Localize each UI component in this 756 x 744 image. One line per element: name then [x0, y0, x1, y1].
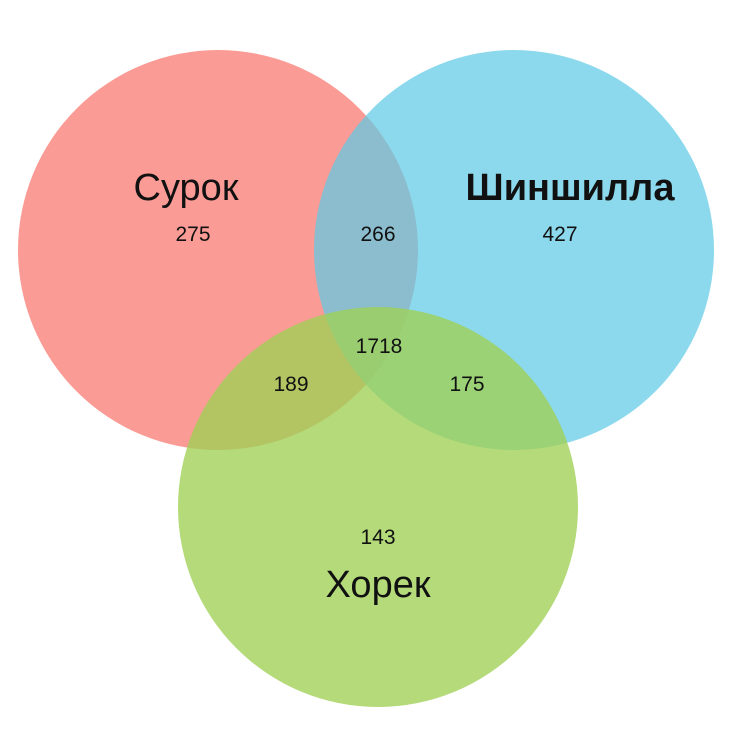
- set-label-b: Шиншилла: [466, 167, 676, 209]
- count-only-c: 143: [360, 526, 395, 549]
- circle-c: [178, 307, 578, 707]
- set-label-a: Сурок: [134, 167, 239, 209]
- count-a-c: 189: [273, 373, 308, 396]
- count-only-a: 275: [175, 223, 210, 246]
- set-label-c: Хорек: [326, 564, 431, 606]
- count-only-b: 427: [542, 223, 577, 246]
- count-a-b: 266: [360, 223, 395, 246]
- count-b-c: 175: [449, 373, 484, 396]
- count-a-b-c: 1718: [356, 335, 403, 358]
